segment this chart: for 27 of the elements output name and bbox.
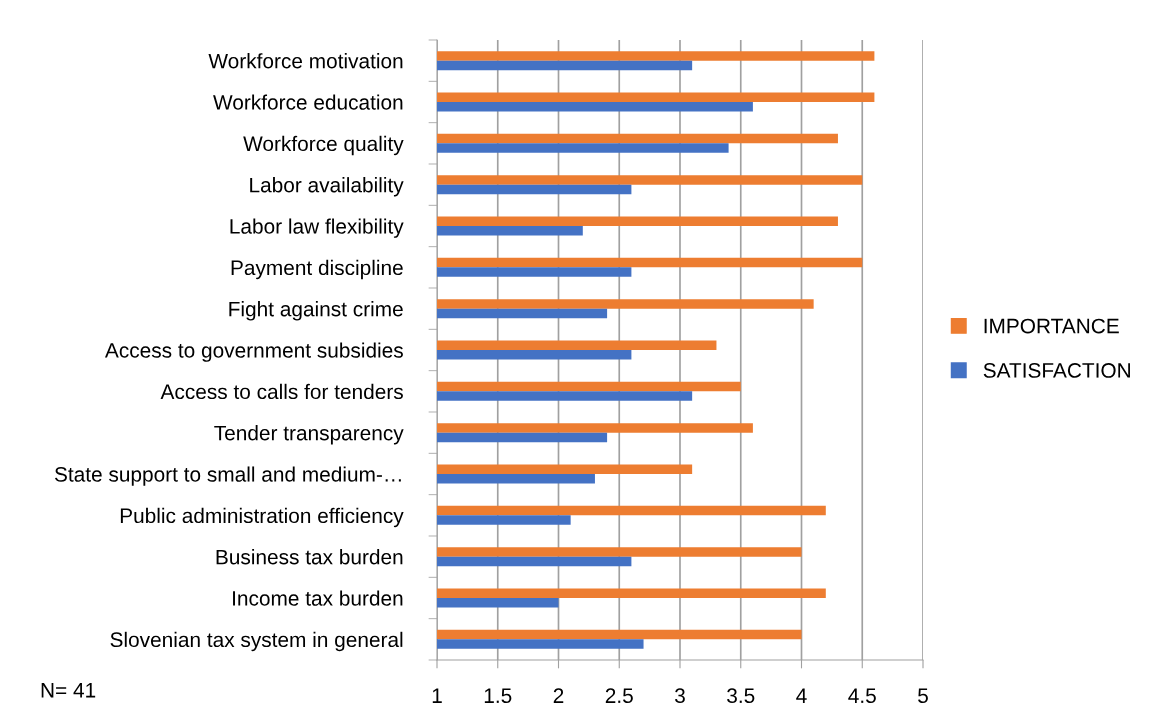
text: N= 41 [41, 683, 96, 698]
x-tick-label: 4 [796, 688, 807, 703]
y-tick-label: Income tax burden [233, 590, 403, 606]
y-tick-label: Public administration efficiency [120, 507, 404, 528]
y-tick-label: Workforce motivation [208, 53, 403, 69]
y-tick-label: Slovenian tax system in general [110, 631, 403, 652]
y-tick-label: Tender transparency [214, 425, 404, 445]
y-tick-label: Access to government subsidies [104, 342, 403, 362]
y-tick-label: State support to small and medium-… [54, 466, 401, 486]
y-tick-label: Workforce education [213, 94, 403, 110]
x-tick-label: 2 [553, 688, 564, 703]
y-tick-label: Workforce quality [243, 135, 404, 156]
legend-label: SATISFACTION [983, 363, 1130, 378]
y-tick-label: Fight against crime [229, 301, 403, 321]
x-tick-label: 1 [432, 688, 442, 703]
x-tick-label: 4.5 [848, 688, 876, 704]
legend-label: IMPORTANCE [984, 318, 1119, 334]
y-tick-label: Payment discipline [231, 259, 403, 280]
x-tick-label: 3 [675, 688, 685, 704]
y-tick-label: Labor availability [250, 177, 404, 197]
x-tick-label: 3.5 [727, 688, 755, 704]
x-tick-label: 1.5 [484, 688, 512, 704]
y-tick-label: Business tax burden [216, 549, 403, 565]
x-tick-label: 5 [918, 688, 928, 704]
y-tick-label: Labor law flexibility [230, 218, 404, 238]
y-tick-label: Access to calls for tenders [160, 383, 403, 400]
x-tick-label: 2.5 [605, 688, 633, 704]
